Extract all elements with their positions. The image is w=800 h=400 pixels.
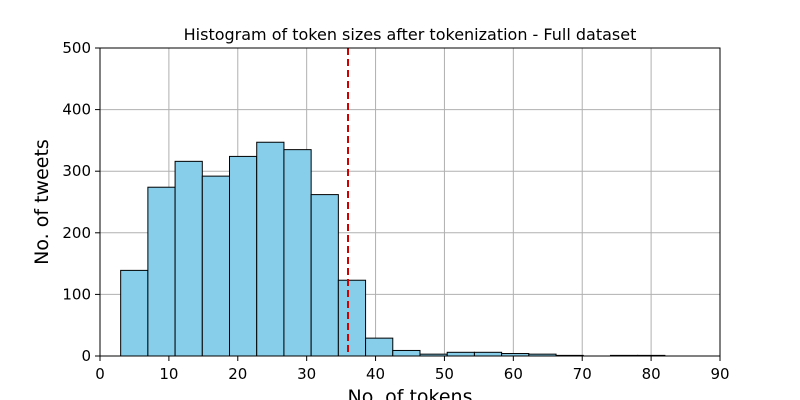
y-tick-label: 200 (62, 224, 91, 242)
y-tick-label: 100 (62, 285, 91, 303)
histogram-bar (174, 160, 203, 357)
x-tick-label: 0 (95, 365, 105, 383)
histogram-bar (310, 194, 339, 357)
histogram-bar (229, 155, 258, 357)
y-tick-label: 0 (81, 347, 91, 365)
histogram-bar (365, 337, 394, 357)
histogram-bar (283, 149, 312, 357)
histogram-bar (446, 351, 475, 357)
x-tick-label: 10 (159, 365, 178, 383)
histogram-bar (120, 269, 149, 357)
histogram-bar (392, 349, 421, 357)
plot-frame (99, 47, 721, 357)
y-axis-ticks: 0 100 200 300 400 500 (62, 39, 100, 365)
x-tick-label: 40 (366, 365, 385, 383)
y-tick-label: 500 (62, 39, 91, 57)
y-tick-label: 300 (62, 162, 91, 180)
histogram-bar (201, 175, 231, 357)
chart-title: Histogram of token sizes after tokenizat… (184, 25, 637, 44)
x-tick-label: 30 (297, 365, 316, 383)
y-axis-label: No. of tweets (31, 139, 53, 265)
x-tick-label: 60 (504, 365, 523, 383)
x-tick-label: 90 (710, 365, 729, 383)
histogram-bar (473, 351, 503, 357)
x-tick-label: 80 (642, 365, 661, 383)
y-tick-label: 400 (62, 101, 91, 119)
x-tick-label: 70 (573, 365, 592, 383)
histogram-bars (120, 141, 666, 357)
histogram-bar (256, 141, 285, 357)
x-tick-label: 20 (228, 365, 247, 383)
x-axis-ticks: 0 10 20 30 40 50 60 70 80 90 (95, 356, 730, 383)
x-tick-label: 50 (435, 365, 454, 383)
x-axis-label: No. of tokens (348, 386, 473, 400)
histogram-bar (147, 186, 176, 357)
histogram-bar (337, 279, 367, 357)
